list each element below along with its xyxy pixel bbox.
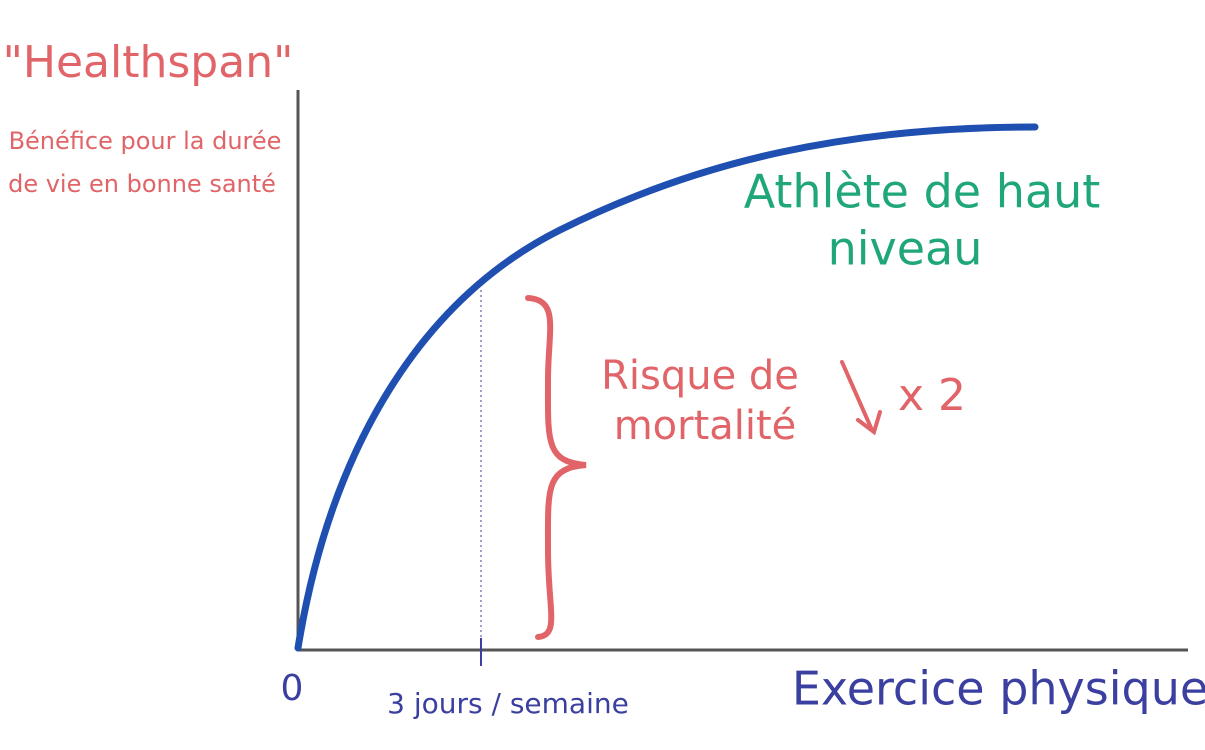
factor-label: x 2: [898, 370, 966, 421]
risk-label: mortalité: [614, 403, 797, 449]
risk-label: Risque de: [601, 353, 799, 399]
down-arrow: [840, 360, 882, 436]
brace: [525, 295, 587, 640]
athlete-label: niveau: [828, 222, 983, 276]
y-axis-title: "Healthspan": [3, 37, 294, 88]
curve: [294, 123, 1039, 652]
marker-label: 3 jours / semaine: [387, 687, 629, 720]
y-axis-subtitle: Bénéfice pour la durée: [9, 127, 282, 155]
athlete-label: Athlète de haut: [744, 165, 1101, 219]
x-axis-title: Exercice physique: [792, 662, 1205, 716]
y-axis-subtitle: de vie en bonne santé: [8, 170, 276, 198]
origin-label: 0: [281, 668, 304, 709]
